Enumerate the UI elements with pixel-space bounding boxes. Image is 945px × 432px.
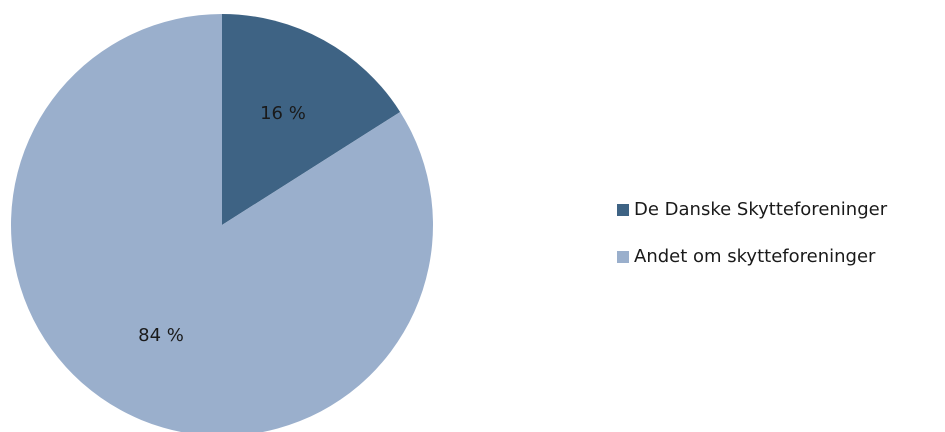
legend-label: De Danske Skytteforeninger (634, 199, 888, 220)
legend-swatch (617, 251, 629, 263)
pie-slice (11, 14, 433, 432)
data-label: 16 % (260, 103, 306, 124)
legend-swatch (617, 204, 629, 216)
legend-label: Andet om skytteforeninger (634, 246, 876, 267)
pie-slice (222, 14, 401, 225)
data-label: 84 % (138, 325, 184, 346)
